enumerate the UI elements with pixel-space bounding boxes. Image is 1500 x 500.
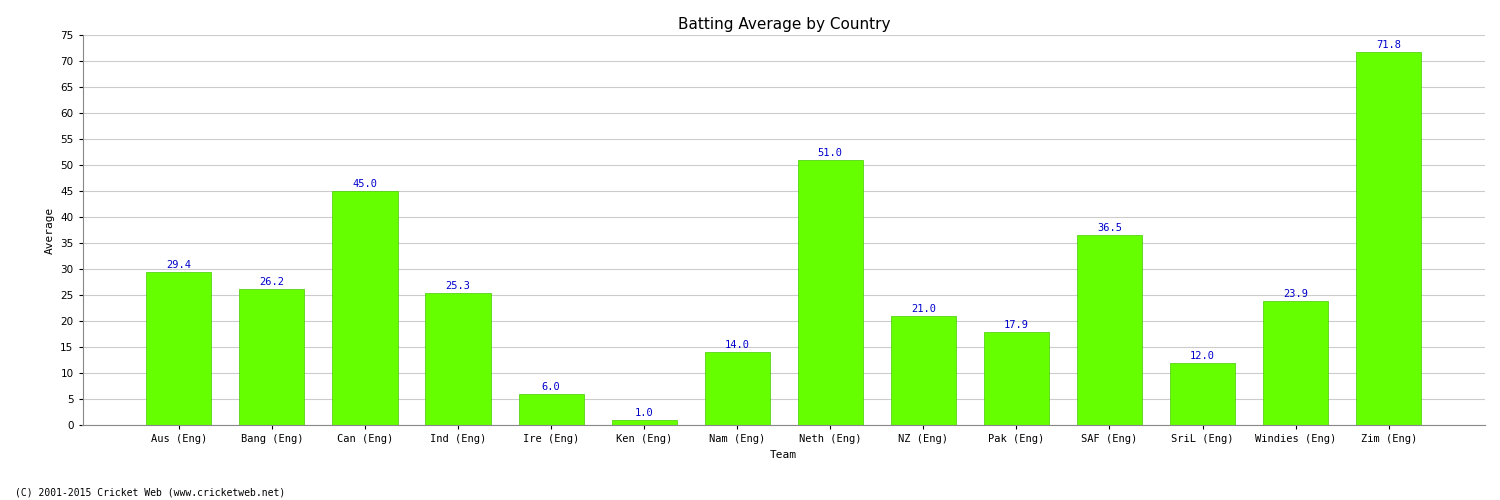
Bar [984,332,1048,425]
Text: 29.4: 29.4 [166,260,192,270]
Text: 45.0: 45.0 [352,179,378,189]
Text: 14.0: 14.0 [724,340,750,350]
Bar [1356,52,1420,425]
Text: 1.0: 1.0 [634,408,654,418]
Bar [1077,235,1142,425]
Bar [519,394,584,425]
Text: 6.0: 6.0 [542,382,561,392]
Bar [426,294,490,425]
Bar [705,352,770,425]
Bar [891,316,956,425]
Text: 23.9: 23.9 [1282,288,1308,298]
Bar [612,420,676,425]
Bar [147,272,211,425]
Text: 51.0: 51.0 [818,148,843,158]
Text: 21.0: 21.0 [910,304,936,314]
Title: Batting Average by Country: Batting Average by Country [678,18,890,32]
Text: 25.3: 25.3 [446,282,471,292]
Bar [333,191,398,425]
Text: (C) 2001-2015 Cricket Web (www.cricketweb.net): (C) 2001-2015 Cricket Web (www.cricketwe… [15,488,285,498]
Bar [240,289,304,425]
Text: 12.0: 12.0 [1190,350,1215,360]
Text: 71.8: 71.8 [1376,40,1401,50]
Text: 36.5: 36.5 [1096,223,1122,233]
Y-axis label: Average: Average [45,206,54,254]
Bar [1263,300,1328,425]
X-axis label: Team: Team [771,450,798,460]
Bar [798,160,862,425]
Bar [1170,362,1234,425]
Text: 17.9: 17.9 [1004,320,1029,330]
Text: 26.2: 26.2 [260,276,285,286]
